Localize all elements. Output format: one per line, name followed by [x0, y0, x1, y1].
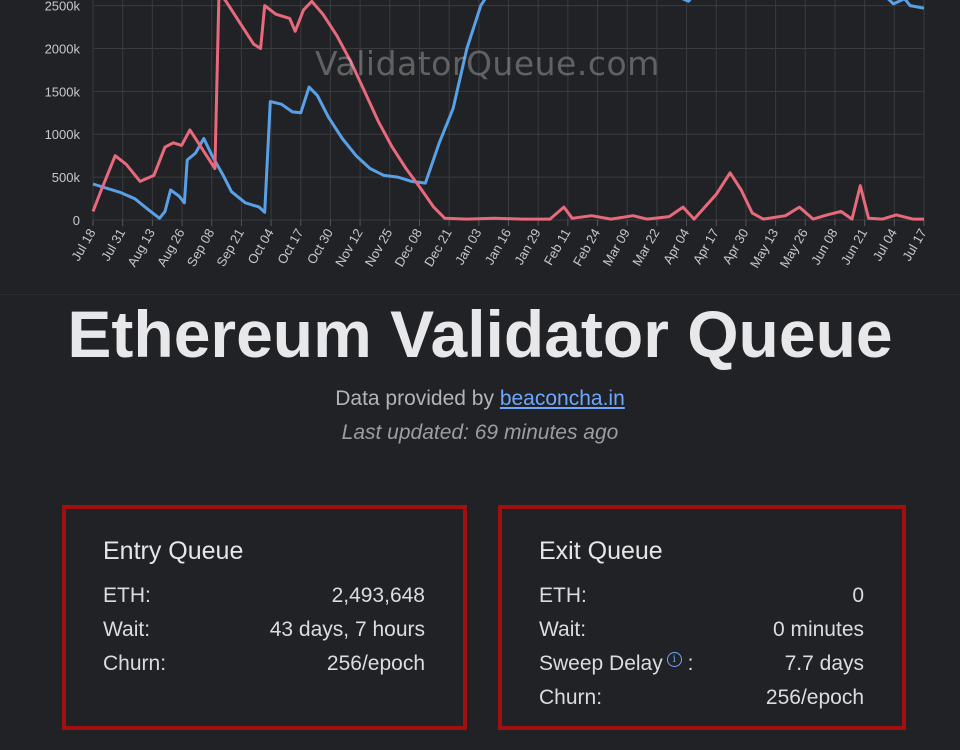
x-tick-label: Nov 25 [362, 226, 396, 269]
entry-churn-row: Churn: 256/epoch [103, 652, 425, 682]
entry-eth-row: ETH: 2,493,648 [103, 584, 425, 614]
data-provider-line: Data provided by beaconcha.in [0, 387, 960, 411]
y-tick-label: 0 [73, 213, 80, 228]
entry-wait-label: Wait: [103, 618, 151, 641]
last-updated: Last updated: 69 minutes ago [341, 421, 619, 444]
x-tick-label: Jul 31 [98, 226, 128, 264]
entry-wait-value: 43 days, 7 hours [269, 618, 425, 641]
info-circle-icon[interactable]: i [666, 652, 682, 667]
exit-sweep-row: Sweep Delay i : 7.7 days [539, 652, 864, 682]
beaconcha-link[interactable]: beaconcha.in [499, 387, 625, 410]
x-tick-label: Oct 30 [304, 226, 336, 267]
x-tick-label: Nov 12 [332, 226, 366, 269]
entry-churn-label: Churn: [103, 652, 167, 675]
exit-churn-label: Churn: [539, 686, 603, 709]
entry-wait-row: Wait: 43 days, 7 hours [103, 618, 425, 648]
exit-queue-card: Exit Queue ETH: 0 Wait: 0 minutes Sweep … [498, 505, 906, 730]
exit-wait-label: Wait: [539, 618, 587, 641]
x-tick-label: Apr 30 [719, 226, 751, 267]
y-tick-label: 500k [52, 170, 81, 185]
x-tick-label: Jan 29 [511, 226, 544, 267]
x-tick-label: May 26 [777, 226, 811, 270]
x-tick-label: Aug 26 [154, 226, 188, 269]
exit-eth-value: 0 [852, 584, 864, 607]
exit-churn-row: Churn: 256/epoch [539, 686, 864, 716]
entry-churn-value: 256/epoch [326, 652, 425, 675]
x-tick-label: Sep 08 [184, 226, 218, 269]
exit-sweep-colon: : [687, 652, 694, 675]
x-tick-label: Mar 09 [600, 226, 633, 269]
divider [0, 294, 960, 295]
provided-prefix: Data provided by [335, 387, 500, 410]
exit-queue-series [91, 0, 924, 221]
entry-eth-value: 2,493,648 [331, 584, 425, 607]
exit-sweep-value: 7.7 days [784, 652, 864, 675]
exit-sweep-label-wrap: Sweep Delay i : [539, 652, 693, 676]
exit-eth-row: ETH: 0 [539, 584, 864, 614]
y-tick-label: 1000k [45, 127, 81, 142]
x-tick-label: Feb 24 [570, 226, 603, 269]
entry-queue-card: Entry Queue ETH: 2,493,648 Wait: 43 days… [62, 505, 467, 730]
x-tick-label: Oct 17 [274, 226, 306, 267]
x-tick-label: Dec 21 [421, 226, 455, 269]
exit-sweep-label: Sweep Delay [539, 652, 663, 675]
x-tick-label: Jul 18 [68, 226, 98, 264]
x-tick-label: Jul 04 [870, 226, 900, 264]
exit-churn-value: 256/epoch [765, 686, 864, 709]
exit-eth-label: ETH: [539, 584, 587, 607]
x-tick-label: Mar 22 [629, 226, 662, 269]
entry-queue-title: Entry Queue [103, 537, 244, 565]
queue-chart: 0 500k 1000k 1500k 2000k 2500k Jul 18 Jul 31 Aug… [0, 0, 960, 300]
y-tick-label: 2000k [45, 41, 81, 56]
exit-wait-row: Wait: 0 minutes [539, 618, 864, 648]
entry-eth-label: ETH: [103, 584, 151, 607]
watermark: ValidatorQueue.com [315, 44, 660, 83]
x-tick-label: Apr 04 [660, 226, 692, 267]
x-tick-label: Jan 16 [482, 226, 515, 267]
x-tick-label: Sep 21 [213, 226, 247, 269]
exit-queue-title: Exit Queue [539, 537, 663, 565]
x-tick-label: Jan 03 [452, 226, 485, 267]
exit-wait-value: 0 minutes [772, 618, 864, 641]
entry-queue-series [92, 0, 925, 220]
x-tick-label: Aug 13 [124, 226, 158, 269]
y-tick-label: 1500k [45, 84, 81, 99]
y-tick-label: 2500k [45, 0, 81, 14]
x-tick-label: Feb 11 [541, 226, 574, 268]
x-tick-label: Dec 08 [391, 226, 425, 269]
x-tick-label: Jun 08 [808, 226, 841, 267]
page-title: Ethereum Validator Queue [67, 297, 893, 371]
x-tick-label: Jul 17 [899, 226, 929, 264]
x-tick-label: Jun 21 [838, 226, 871, 267]
x-tick-label: Oct 04 [245, 226, 277, 267]
x-tick-label: Apr 17 [690, 226, 722, 267]
